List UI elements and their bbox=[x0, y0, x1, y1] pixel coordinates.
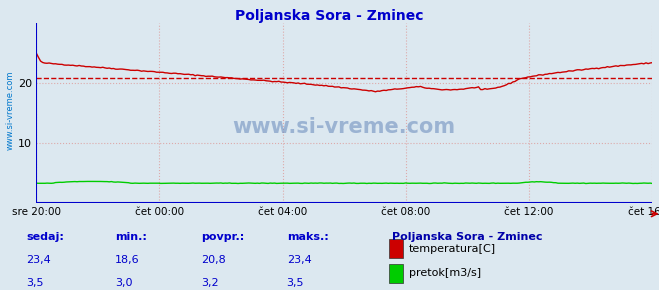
Text: sedaj:: sedaj: bbox=[26, 232, 64, 242]
Text: pretok[m3/s]: pretok[m3/s] bbox=[409, 269, 480, 278]
Text: min.:: min.: bbox=[115, 232, 147, 242]
Text: Poljanska Sora - Zminec: Poljanska Sora - Zminec bbox=[235, 9, 424, 23]
Text: 20,8: 20,8 bbox=[201, 255, 226, 265]
Text: 3,0: 3,0 bbox=[115, 278, 133, 288]
Text: temperatura[C]: temperatura[C] bbox=[409, 244, 496, 254]
Text: 3,5: 3,5 bbox=[287, 278, 304, 288]
Text: 23,4: 23,4 bbox=[26, 255, 51, 265]
Text: 18,6: 18,6 bbox=[115, 255, 140, 265]
Text: www.si-vreme.com: www.si-vreme.com bbox=[233, 117, 456, 137]
Text: 3,5: 3,5 bbox=[26, 278, 44, 288]
Text: maks.:: maks.: bbox=[287, 232, 328, 242]
Text: www.si-vreme.com: www.si-vreme.com bbox=[5, 70, 14, 150]
Text: povpr.:: povpr.: bbox=[201, 232, 244, 242]
Text: 23,4: 23,4 bbox=[287, 255, 312, 265]
Text: Poljanska Sora - Zminec: Poljanska Sora - Zminec bbox=[392, 232, 542, 242]
Text: 3,2: 3,2 bbox=[201, 278, 219, 288]
